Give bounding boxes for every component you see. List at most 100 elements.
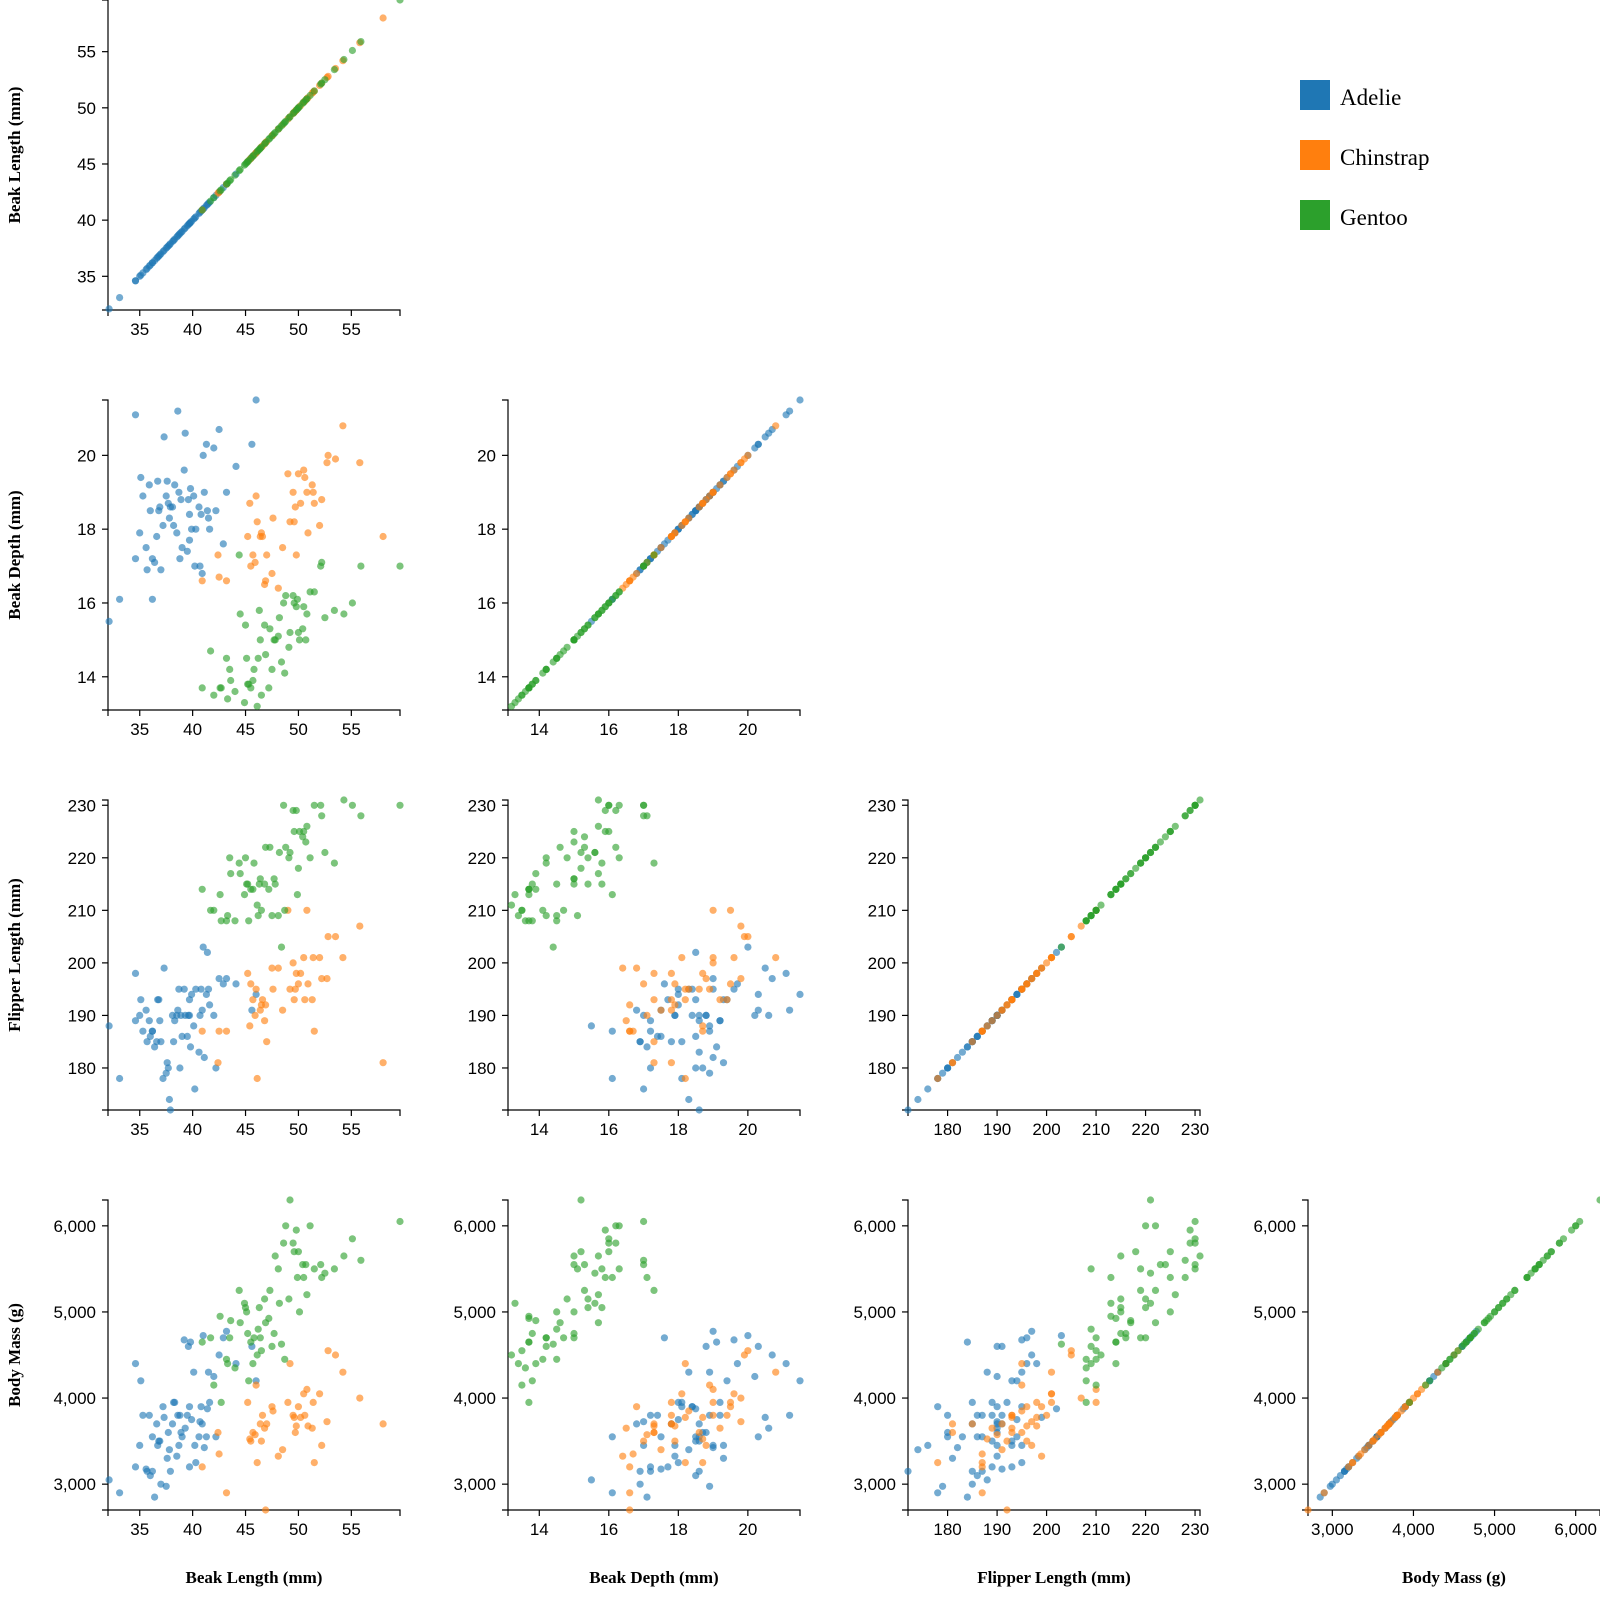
point-gentoo: [577, 848, 585, 857]
point-adelie: [636, 1467, 644, 1475]
point-gentoo: [294, 864, 302, 872]
x-tick-label: 3,000: [1311, 1520, 1354, 1539]
y-axis-line: [502, 1199, 509, 1511]
point-chinstrap: [626, 1001, 634, 1009]
point-chinstrap: [695, 1428, 703, 1437]
point-chinstrap: [1018, 1381, 1026, 1389]
point-adelie: [203, 507, 211, 515]
point-chinstrap: [667, 969, 676, 978]
point-adelie: [646, 1064, 655, 1072]
point-chinstrap: [671, 1437, 679, 1445]
point-adelie: [195, 503, 203, 511]
point-gentoo: [255, 1304, 263, 1312]
point-chinstrap: [1047, 954, 1056, 962]
point-gentoo: [249, 152, 257, 160]
point-gentoo: [532, 676, 540, 685]
y-tick-label: 190: [68, 1006, 96, 1025]
point-adelie: [713, 1338, 721, 1346]
point-adelie: [751, 1372, 759, 1381]
point-gentoo: [340, 55, 348, 64]
point-chinstrap: [633, 569, 641, 578]
point-gentoo: [295, 636, 304, 644]
point-adelie: [988, 1463, 996, 1471]
point-adelie: [692, 1032, 700, 1040]
point-chinstrap: [291, 1428, 299, 1437]
x-tick-label: 45: [236, 1120, 255, 1139]
x-axis-line: [107, 309, 401, 316]
point-chinstrap: [316, 954, 324, 962]
point-gentoo: [580, 833, 589, 841]
point-gentoo: [306, 1222, 314, 1230]
point-gentoo: [1142, 1304, 1150, 1312]
point-adelie: [199, 943, 207, 951]
point-chinstrap: [619, 964, 627, 972]
point-chinstrap: [650, 996, 658, 1004]
x-tick-label: 180: [933, 1120, 961, 1139]
point-chinstrap: [667, 996, 676, 1004]
point-chinstrap: [274, 1452, 282, 1460]
x-tick-label: 50: [289, 1520, 308, 1539]
point-gentoo: [318, 79, 326, 87]
y-tick-label: 210: [68, 901, 96, 920]
point-gentoo: [584, 1304, 592, 1312]
point-chinstrap: [262, 577, 270, 585]
point-chinstrap: [258, 532, 267, 541]
x-tick-label: 14: [530, 1120, 549, 1139]
point-chinstrap: [356, 922, 364, 930]
point-adelie: [914, 1446, 922, 1454]
point-adelie: [608, 1489, 616, 1497]
point-chinstrap: [633, 964, 641, 972]
point-adelie: [212, 507, 220, 515]
point-adelie: [968, 1398, 976, 1406]
point-adelie: [131, 277, 140, 285]
point-gentoo: [612, 1222, 620, 1230]
x-tick-label: 210: [1082, 1120, 1110, 1139]
point-chinstrap: [263, 1420, 271, 1428]
point-gentoo: [290, 827, 298, 836]
point-gentoo: [277, 1340, 286, 1348]
point-chinstrap: [948, 1420, 957, 1428]
point-adelie: [671, 1011, 679, 1020]
point-adelie: [674, 1416, 682, 1424]
point-gentoo: [518, 691, 526, 699]
y-tick-label: 200: [68, 954, 96, 973]
point-adelie: [706, 1368, 714, 1376]
point-adelie: [786, 407, 794, 415]
point-adelie: [643, 1493, 651, 1501]
point-gentoo: [261, 880, 269, 888]
point-gentoo: [1166, 1308, 1174, 1316]
cell-beak_depth-vs-beak_depth: 14 16 18 20 14 16 18 20: [477, 396, 804, 739]
point-adelie: [934, 1489, 942, 1497]
point-adelie: [692, 1437, 700, 1445]
point-chinstrap: [1077, 1394, 1085, 1402]
point-adelie: [175, 1441, 183, 1449]
point-gentoo: [303, 1291, 311, 1299]
point-chinstrap: [988, 1017, 996, 1025]
point-adelie: [983, 1476, 991, 1484]
point-gentoo: [605, 1239, 613, 1247]
point-gentoo: [1087, 912, 1095, 920]
point-chinstrap: [252, 985, 260, 993]
point-adelie: [166, 240, 174, 248]
point-gentoo: [1092, 1355, 1100, 1363]
y-axis-line: [902, 1199, 909, 1511]
point-gentoo: [615, 854, 623, 862]
point-chinstrap: [331, 1351, 340, 1359]
point-adelie: [204, 514, 213, 522]
point-adelie: [1052, 948, 1061, 957]
point-adelie: [219, 980, 227, 988]
point-chinstrap: [1038, 1403, 1046, 1411]
point-chinstrap: [744, 1347, 752, 1355]
point-gentoo: [1470, 1329, 1478, 1338]
y-axis-line: [102, 0, 109, 311]
point-chinstrap: [290, 1413, 298, 1421]
point-chinstrap: [1023, 1403, 1031, 1411]
y-tick-label: 200: [468, 954, 496, 973]
point-gentoo: [553, 880, 561, 888]
point-adelie: [973, 1411, 981, 1419]
point-gentoo: [1555, 1239, 1563, 1247]
point-adelie: [136, 1441, 144, 1449]
point-adelie: [163, 477, 171, 485]
point-chinstrap: [379, 14, 387, 22]
point-adelie: [232, 980, 240, 988]
